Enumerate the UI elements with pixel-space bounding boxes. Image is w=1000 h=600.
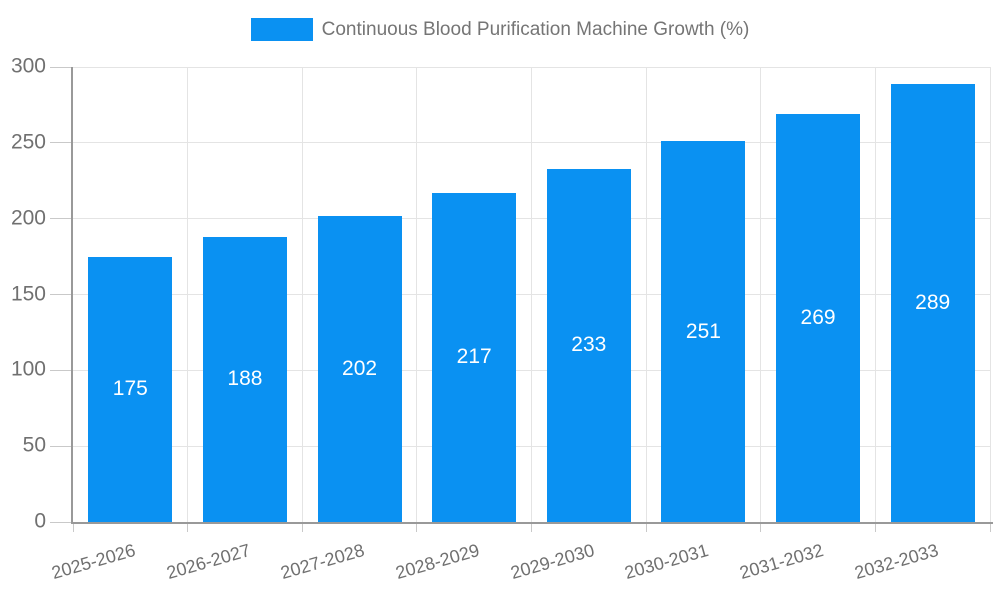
bar-value-label: 188 [227, 367, 263, 391]
x-tick [874, 522, 876, 532]
bar-value-label: 269 [800, 306, 836, 329]
x-axis-tick-label: 2032-2033 [851, 540, 941, 583]
x-tick [531, 522, 532, 532]
x-gridline [760, 67, 762, 522]
x-tick [301, 522, 303, 532]
y-axis-tick-label: 50 [22, 433, 46, 457]
y-axis-tick-label: 0 [34, 509, 46, 533]
bar-value-label: 233 [571, 333, 607, 357]
legend-label: Continuous Blood Purification Machine Gr… [321, 18, 750, 40]
x-gridline [187, 67, 189, 522]
bar: 269 [776, 114, 861, 522]
x-gridline [645, 67, 647, 522]
chart-legend: Continuous Blood Purification Machine Gr… [0, 18, 1000, 41]
y-axis-tick-label: 100 [10, 357, 46, 381]
x-axis-tick-label: 2028-2029 [393, 540, 482, 583]
y-tick [50, 294, 71, 295]
x-tick [72, 522, 74, 532]
y-tick [50, 521, 71, 523]
y-axis-tick-label: 300 [10, 54, 46, 78]
y-axis-tick-label: 250 [10, 130, 46, 154]
y-tick [50, 218, 71, 220]
x-tick [989, 522, 991, 532]
y-tick [50, 369, 71, 371]
bar-value-label: 217 [456, 345, 492, 369]
x-tick [416, 522, 418, 532]
x-axis-tick-label: 2026-2027 [164, 540, 253, 583]
y-axis-tick-label: 200 [10, 206, 46, 230]
bar-value-label: 175 [112, 377, 148, 401]
x-gridline [874, 67, 876, 522]
bar: 188 [202, 236, 287, 522]
x-gridline [301, 67, 303, 522]
bar-value-label: 251 [685, 319, 721, 343]
x-gridline [531, 67, 532, 522]
y-tick [50, 142, 71, 144]
x-gridline [416, 67, 418, 522]
x-axis-tick-label: 2025-2026 [49, 540, 138, 583]
bar: 217 [432, 192, 517, 522]
x-tick [760, 522, 762, 532]
x-gridline [989, 67, 991, 522]
bar: 289 [890, 83, 975, 522]
y-tick [50, 445, 71, 447]
legend-swatch-icon [250, 18, 313, 41]
x-axis-tick-label: 2030-2031 [622, 540, 711, 583]
x-axis-tick-label: 2029-2030 [508, 540, 597, 583]
legend-item[interactable]: Continuous Blood Purification Machine Gr… [250, 18, 750, 41]
x-tick [645, 522, 647, 532]
y-axis-line [71, 67, 73, 522]
bar: 202 [317, 215, 402, 522]
y-axis-tick-label: 150 [10, 282, 46, 306]
bar: 251 [661, 141, 746, 522]
x-tick [187, 522, 189, 532]
bar: 175 [88, 256, 173, 522]
x-axis-line [71, 522, 993, 524]
bar-value-label: 289 [915, 290, 951, 314]
x-axis-tick-label: 2031-2032 [737, 540, 826, 583]
bar: 233 [546, 168, 631, 522]
x-axis-tick-label: 2027-2028 [278, 540, 368, 583]
bar-value-label: 202 [342, 356, 378, 380]
y-tick [50, 66, 71, 68]
